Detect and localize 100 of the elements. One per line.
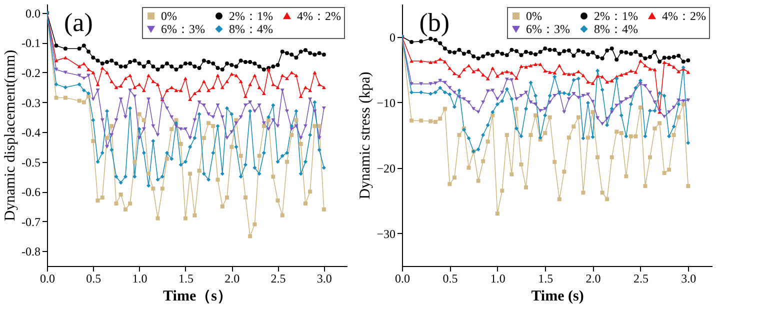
x-tick-label: 2.0 <box>586 272 601 286</box>
point <box>428 36 433 41</box>
point <box>672 124 676 128</box>
point <box>662 114 666 118</box>
y-tick-label: −20 <box>376 161 396 176</box>
point <box>557 52 562 56</box>
legend-label: 0% <box>526 9 542 23</box>
point <box>543 107 548 111</box>
point <box>290 124 294 128</box>
point <box>105 136 109 140</box>
point <box>457 74 462 78</box>
y-tick-label: −10 <box>376 96 396 110</box>
point <box>552 48 557 52</box>
point <box>524 106 528 111</box>
point <box>519 53 524 58</box>
point <box>285 160 289 164</box>
point <box>557 64 562 68</box>
point <box>197 88 202 92</box>
point <box>206 112 211 116</box>
x-tick-label: 0.0 <box>40 272 55 286</box>
point <box>514 49 518 54</box>
point <box>151 64 156 69</box>
point <box>442 90 447 94</box>
point <box>118 64 123 69</box>
point <box>308 190 312 194</box>
point <box>142 88 146 92</box>
point <box>500 90 504 94</box>
point <box>486 140 490 144</box>
point <box>63 70 68 74</box>
point <box>96 160 100 164</box>
point <box>504 87 509 92</box>
x-axis-title: Time（s） <box>163 288 232 304</box>
point <box>524 90 528 94</box>
point <box>156 216 160 220</box>
point <box>652 108 657 113</box>
point <box>77 74 82 78</box>
point <box>298 136 303 140</box>
point <box>481 159 486 164</box>
point <box>303 201 308 206</box>
chart-title: (b) <box>419 8 450 37</box>
point <box>452 90 456 94</box>
point <box>114 86 118 90</box>
point <box>628 134 633 138</box>
point <box>211 86 216 90</box>
point <box>667 56 672 60</box>
point <box>174 121 178 126</box>
point <box>54 96 58 100</box>
point <box>202 172 206 176</box>
point <box>202 103 206 107</box>
point <box>183 160 188 164</box>
point <box>552 94 557 98</box>
point <box>419 90 424 94</box>
point <box>225 80 229 84</box>
point <box>165 156 169 161</box>
point <box>276 198 280 202</box>
point <box>91 118 96 122</box>
point <box>132 58 137 63</box>
point <box>225 62 229 66</box>
point <box>586 92 590 96</box>
point <box>86 94 91 98</box>
point <box>466 64 471 68</box>
point <box>220 172 224 176</box>
point <box>624 134 628 138</box>
point <box>610 106 614 111</box>
point <box>243 94 248 98</box>
point <box>519 134 524 138</box>
point <box>495 50 500 54</box>
point <box>243 103 248 107</box>
point <box>77 82 82 86</box>
y-tick-label: -0.4 <box>22 126 40 140</box>
point <box>619 113 624 118</box>
point <box>448 66 452 70</box>
point <box>266 115 271 120</box>
point <box>262 92 266 96</box>
y-tick-label: -0.3 <box>22 96 40 110</box>
point <box>238 58 243 63</box>
point <box>686 184 690 188</box>
point <box>110 124 114 128</box>
point <box>290 52 294 57</box>
point <box>271 103 276 108</box>
point <box>510 78 514 82</box>
point <box>672 55 676 60</box>
point <box>252 62 257 66</box>
y-tick-label: -0.6 <box>22 185 40 200</box>
point <box>534 102 538 106</box>
point <box>230 63 234 68</box>
point <box>681 102 686 106</box>
point <box>634 50 638 54</box>
point <box>481 54 486 58</box>
point <box>170 115 174 119</box>
point <box>524 185 528 190</box>
point <box>466 136 471 140</box>
point <box>628 52 633 56</box>
point <box>86 74 91 78</box>
point <box>566 92 571 96</box>
y-tick-label: -0.2 <box>22 66 40 80</box>
point <box>562 72 566 76</box>
point <box>294 118 298 122</box>
point <box>151 124 156 128</box>
point <box>322 52 326 57</box>
